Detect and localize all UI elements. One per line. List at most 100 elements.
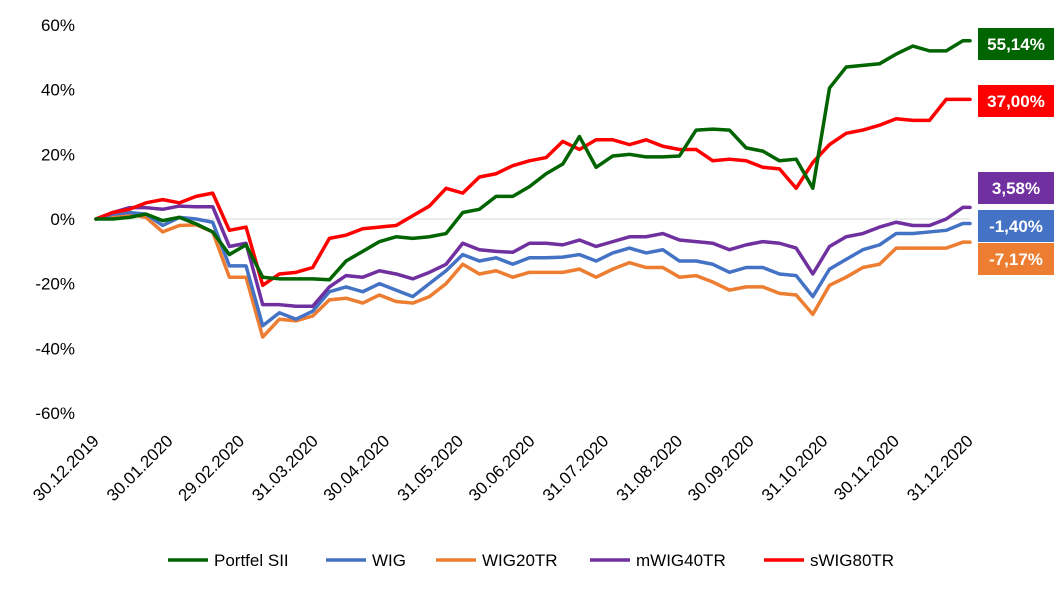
data-point	[211, 205, 214, 208]
data-point	[961, 222, 965, 225]
data-point	[694, 240, 698, 243]
data-point	[528, 271, 531, 274]
data-point	[844, 235, 848, 238]
data-point	[378, 240, 381, 243]
data-point	[728, 248, 731, 251]
data-point	[928, 49, 931, 53]
end-label: 55,14%	[978, 28, 1054, 60]
data-point	[744, 159, 748, 162]
data-point	[194, 217, 198, 221]
data-point	[944, 98, 948, 101]
end-label-text: -1,40%	[989, 217, 1043, 236]
data-point	[444, 263, 448, 266]
data-point	[328, 237, 331, 240]
data-point	[444, 269, 448, 272]
data-point	[611, 138, 614, 141]
data-point	[744, 243, 748, 247]
data-point	[711, 242, 714, 245]
data-point	[828, 143, 831, 146]
data-point	[594, 166, 598, 169]
data-point	[711, 127, 714, 131]
data-point	[878, 124, 881, 127]
data-point	[861, 248, 865, 251]
data-point	[378, 282, 381, 285]
data-point	[161, 224, 164, 227]
data-point	[161, 219, 164, 222]
data-point	[761, 149, 765, 153]
data-point	[244, 276, 248, 279]
data-point	[644, 235, 648, 238]
data-point	[394, 300, 398, 303]
legend-label: WIG20TR	[482, 551, 558, 570]
data-point	[228, 245, 231, 248]
x-tick-label: 31.12.2020	[903, 431, 977, 505]
x-tick-label: 31.05.2020	[394, 431, 468, 505]
data-point	[561, 162, 564, 166]
data-point	[744, 146, 748, 150]
data-point	[844, 258, 848, 261]
series-line	[94, 212, 972, 339]
data-point	[968, 222, 972, 225]
data-point	[861, 64, 865, 67]
data-point	[428, 295, 431, 298]
data-point	[161, 230, 164, 234]
data-point	[278, 272, 281, 276]
data-point	[928, 224, 931, 227]
series-portfel-sii	[94, 38, 972, 282]
data-point	[561, 243, 564, 247]
data-point	[478, 248, 481, 251]
data-point	[561, 255, 564, 259]
data-point	[511, 276, 514, 279]
data-point	[528, 242, 531, 245]
data-point	[628, 246, 631, 250]
data-point	[311, 277, 314, 281]
data-point	[144, 201, 148, 205]
data-point	[794, 246, 798, 250]
data-point	[94, 217, 98, 221]
end-label: 3,58%	[978, 172, 1054, 204]
data-point	[228, 264, 231, 268]
data-point	[694, 274, 698, 277]
data-point	[728, 288, 731, 292]
data-point	[578, 238, 581, 242]
data-point	[278, 277, 281, 281]
data-point	[244, 225, 248, 229]
end-label-box	[978, 172, 1054, 204]
legend-item: WIG	[326, 551, 406, 570]
legend-item: Portfel SII	[168, 551, 289, 570]
data-point	[594, 259, 598, 263]
data-point	[111, 211, 114, 214]
data-point	[311, 314, 314, 318]
data-point	[694, 128, 698, 132]
data-point	[244, 243, 248, 247]
data-point	[311, 266, 314, 269]
end-label-box	[978, 243, 1054, 275]
data-point	[661, 145, 664, 148]
data-point	[228, 229, 231, 232]
x-tick-label: 30.06.2020	[465, 431, 539, 505]
data-point	[661, 248, 664, 251]
end-label-text: 3,58%	[992, 179, 1040, 198]
end-label-box	[978, 210, 1054, 242]
end-label-box	[978, 85, 1054, 117]
data-point	[511, 164, 514, 167]
data-point	[728, 271, 731, 274]
data-point	[161, 198, 164, 201]
data-point	[111, 217, 114, 221]
data-point	[828, 245, 831, 248]
data-point	[361, 227, 364, 230]
data-point	[511, 195, 514, 198]
data-point	[311, 309, 314, 313]
data-point	[378, 293, 381, 297]
data-point	[261, 284, 264, 287]
series-line	[94, 204, 972, 309]
data-point	[361, 276, 364, 279]
x-tick-label: 30.11.2020	[830, 431, 903, 504]
data-point	[711, 159, 714, 162]
data-point	[361, 250, 364, 253]
data-point	[794, 157, 798, 161]
data-point	[828, 284, 831, 287]
data-point	[694, 259, 698, 263]
plot-area	[94, 38, 972, 339]
